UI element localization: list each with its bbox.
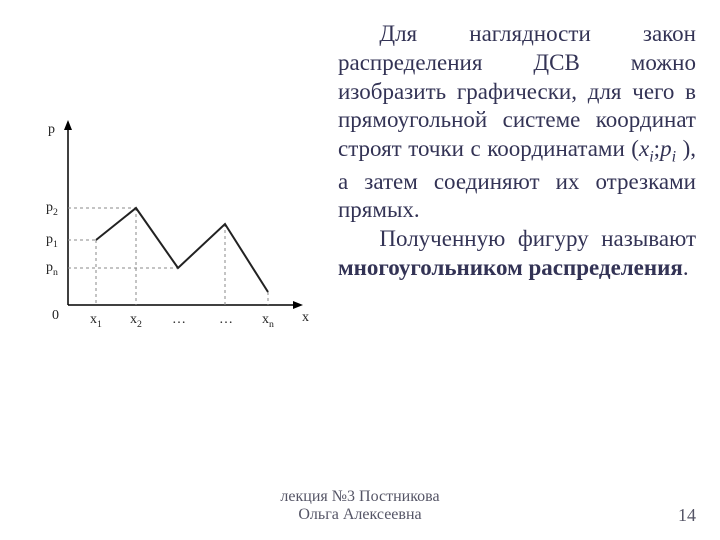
distribution-polygon-chart: p x 0 p2 p1 pn x1 x2 … … xn bbox=[18, 120, 318, 380]
x-tick: … bbox=[172, 312, 186, 328]
y-tick: pn bbox=[46, 260, 58, 278]
x-axis-label: x bbox=[302, 310, 309, 326]
paragraph-2: Полученную фигуру называют многоугольник… bbox=[338, 225, 696, 283]
text-run: Полученную фигуру называют bbox=[379, 226, 696, 251]
paragraph-1: Для наглядности закон распределения ДСВ … bbox=[338, 20, 696, 225]
term-bold: многоугольником распределения bbox=[338, 255, 683, 280]
slide-number: 14 bbox=[678, 505, 696, 526]
y-tick: p2 bbox=[46, 200, 58, 218]
body-text: Для наглядности закон распределения ДСВ … bbox=[338, 20, 696, 380]
y-tick: p1 bbox=[46, 232, 58, 250]
y-axis-label: p bbox=[48, 122, 55, 138]
footer: лекция №3 Постникова Ольга Алексеевна bbox=[0, 488, 720, 524]
x-tick: … bbox=[219, 312, 233, 328]
chart-panel: p x 0 p2 p1 pn x1 x2 … … xn bbox=[18, 20, 328, 380]
footer-line-1: лекция №3 Постникова bbox=[280, 488, 439, 505]
math-xi: x bbox=[639, 136, 649, 161]
origin-label: 0 bbox=[52, 308, 59, 324]
text-run: . bbox=[683, 255, 689, 280]
x-tick: x1 bbox=[90, 312, 102, 330]
math-pi: p bbox=[660, 136, 672, 161]
x-tick: xn bbox=[262, 312, 274, 330]
footer-line-2: Ольга Алексеевна bbox=[298, 506, 421, 523]
x-tick: x2 bbox=[130, 312, 142, 330]
